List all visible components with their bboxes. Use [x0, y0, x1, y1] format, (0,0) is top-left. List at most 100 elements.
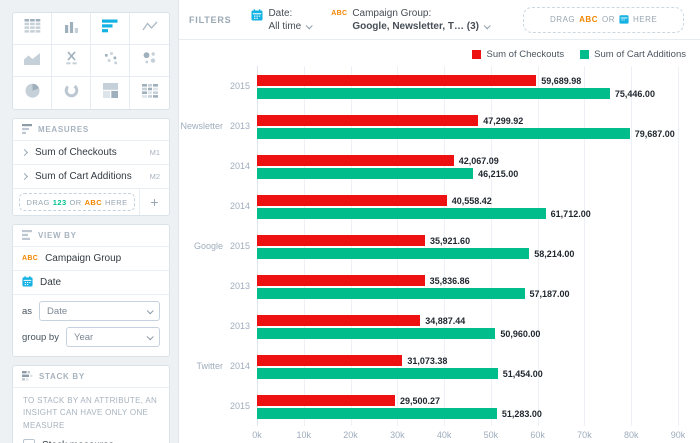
stack-measures-row: Stack measures	[13, 438, 169, 443]
view-by-item-label: Campaign Group	[45, 253, 121, 264]
sum-of-checkouts-bar[interactable]: 59,689.98	[257, 75, 536, 86]
measure-item-sum-of-checkouts[interactable]: Sum of CheckoutsM1	[13, 141, 169, 165]
vis-type-treemap[interactable]	[91, 77, 130, 109]
bar-group-google-2013: 35,836.86 57,187.00	[257, 266, 678, 306]
chevron-down-icon	[306, 22, 313, 29]
as-label: as	[22, 306, 32, 317]
bar-rows: 59,689.98 75,446.00 47,299.92 79,687.00 42,0…	[257, 66, 678, 426]
bubble-chart-icon	[142, 51, 157, 70]
area-chart-icon	[24, 51, 40, 70]
sidebar: MEASURES Sum of CheckoutsM1Sum of Cart A…	[0, 0, 179, 443]
sum-of-checkouts-bar[interactable]: 29,500.27	[257, 395, 395, 406]
bar-group-twitter-2014: 31,073.38 51,454.00	[257, 346, 678, 386]
view-by-item-date[interactable]: Date	[13, 271, 169, 295]
stack-by-help-text: TO STACK BY AN ATTRIBUTE, AN INSIGHT CAN…	[13, 388, 169, 438]
campaign-group-filter[interactable]: ABC Campaign Group: Google, Newsletter, …	[331, 7, 489, 33]
bar-group-google-2015: 35,921.60 58,214.00	[257, 226, 678, 266]
legend-swatch	[580, 50, 589, 59]
dropzone-here-text: HERE	[105, 198, 127, 207]
stack-by-header-label: STACK BY	[39, 372, 85, 381]
calendar-icon	[22, 276, 33, 290]
bar-chart-icon	[102, 19, 118, 38]
bar-value-label: 40,558.42	[452, 196, 492, 206]
calendar-icon	[251, 8, 263, 33]
year-label: 2014	[230, 361, 250, 371]
filter-bar: FILTERS Date: All time ABC Campaign Grou…	[179, 0, 700, 40]
measures-dropzone[interactable]: DRAG 123 OR ABC HERE	[19, 193, 135, 211]
measures-panel: MEASURES Sum of CheckoutsM1Sum of Cart A…	[12, 118, 170, 216]
legend-label: Sum of Checkouts	[486, 49, 564, 60]
sum-of-cart-additions-bar[interactable]: 75,446.00	[257, 88, 610, 99]
dropzone-or-text: OR	[70, 198, 82, 207]
group-by-select[interactable]: Year	[66, 327, 160, 347]
group-label: Google	[194, 241, 223, 251]
x-axis-tick: 30k	[390, 430, 405, 440]
group-by-value: Year	[74, 332, 93, 343]
filter-dropzone[interactable]: DRAG ABC OR HERE	[523, 7, 684, 33]
sum-of-cart-additions-bar[interactable]: 79,687.00	[257, 128, 630, 139]
vis-type-table[interactable]	[13, 13, 52, 45]
measures-dropzone-row: DRAG 123 OR ABC HERE +	[13, 189, 169, 215]
vis-type-scatter-plot[interactable]	[91, 45, 130, 77]
vis-type-heatmap[interactable]	[130, 77, 169, 109]
year-label: 2014	[230, 161, 250, 171]
bar-value-label: 42,067.09	[459, 156, 499, 166]
sum-of-checkouts-bar[interactable]: 42,067.09	[257, 155, 454, 166]
sum-of-cart-additions-bar[interactable]: 57,187.00	[257, 288, 525, 299]
vis-type-column-chart[interactable]	[52, 13, 91, 45]
vis-type-pie-chart[interactable]	[13, 77, 52, 109]
column-chart-icon	[64, 19, 79, 38]
chevron-right-icon	[21, 149, 28, 156]
dropzone-drag-text: DRAG	[27, 198, 50, 207]
y-axis-label-row: 2014	[185, 146, 257, 186]
view-by-header: VIEW BY	[13, 225, 169, 247]
dropzone-abc-token: ABC	[579, 15, 598, 24]
vis-type-bubble-chart[interactable]	[130, 45, 169, 77]
vis-type-line-chart[interactable]	[130, 13, 169, 45]
sum-of-cart-additions-bar[interactable]: 51,454.00	[257, 368, 498, 379]
sum-of-cart-additions-bar[interactable]: 51,283.00	[257, 408, 497, 419]
vis-type-bar-chart[interactable]	[91, 13, 130, 45]
vis-type-area-chart[interactable]	[13, 45, 52, 77]
bar-group-newsletter-2015: 59,689.98 75,446.00	[257, 66, 678, 106]
headline-icon	[64, 51, 79, 70]
sum-of-checkouts-bar[interactable]: 35,921.60	[257, 235, 425, 246]
vis-type-donut-chart[interactable]	[52, 77, 91, 109]
calendar-icon	[619, 14, 629, 26]
sum-of-cart-additions-bar[interactable]: 61,712.00	[257, 208, 546, 219]
sum-of-checkouts-bar[interactable]: 31,073.38	[257, 355, 402, 366]
legend-item-sum-of-cart-additions[interactable]: Sum of Cart Additions	[580, 49, 686, 60]
y-axis-label-row: 2015	[185, 386, 257, 426]
group-label: Newsletter	[180, 121, 223, 131]
sum-of-checkouts-bar[interactable]: 34,887.44	[257, 315, 420, 326]
sum-of-cart-additions-bar[interactable]: 58,214.00	[257, 248, 529, 259]
date-as-select[interactable]: Date	[39, 301, 160, 321]
pie-chart-icon	[25, 83, 40, 103]
sum-of-checkouts-bar[interactable]: 35,836.86	[257, 275, 425, 286]
add-measure-button[interactable]: +	[139, 189, 169, 215]
bar-group-newsletter-2013: 47,299.92 79,687.00	[257, 106, 678, 146]
table-icon	[24, 19, 41, 38]
donut-chart-icon	[64, 83, 79, 103]
measure-item-sum-of-cart-additions[interactable]: Sum of Cart AdditionsM2	[13, 165, 169, 189]
sum-of-cart-additions-bar[interactable]: 46,215.00	[257, 168, 473, 179]
sum-of-checkouts-bar[interactable]: 40,558.42	[257, 195, 447, 206]
stack-measures-checkbox[interactable]	[23, 439, 35, 443]
bar-value-label: 51,454.00	[503, 369, 543, 379]
y-axis-label-row: Newsletter2013	[185, 106, 257, 146]
bar-value-label: 79,687.00	[635, 129, 675, 139]
dropzone-or-text: OR	[602, 15, 615, 24]
stack-by-icon	[22, 371, 33, 383]
x-axis-tick: 0k	[252, 430, 262, 440]
group-label: Twitter	[196, 361, 223, 371]
view-by-item-campaign-group[interactable]: ABC Campaign Group	[13, 247, 169, 271]
legend-item-sum-of-checkouts[interactable]: Sum of Checkouts	[472, 49, 564, 60]
bar-group-twitter-2015: 29,500.27 51,283.00	[257, 386, 678, 426]
date-filter[interactable]: Date: All time	[251, 7, 311, 33]
group-by-row: group by Year	[13, 321, 169, 356]
chevron-down-icon	[147, 307, 154, 314]
year-label: 2015	[230, 241, 250, 251]
sum-of-checkouts-bar[interactable]: 47,299.92	[257, 115, 478, 126]
sum-of-cart-additions-bar[interactable]: 50,960.00	[257, 328, 495, 339]
vis-type-headline[interactable]	[52, 45, 91, 77]
